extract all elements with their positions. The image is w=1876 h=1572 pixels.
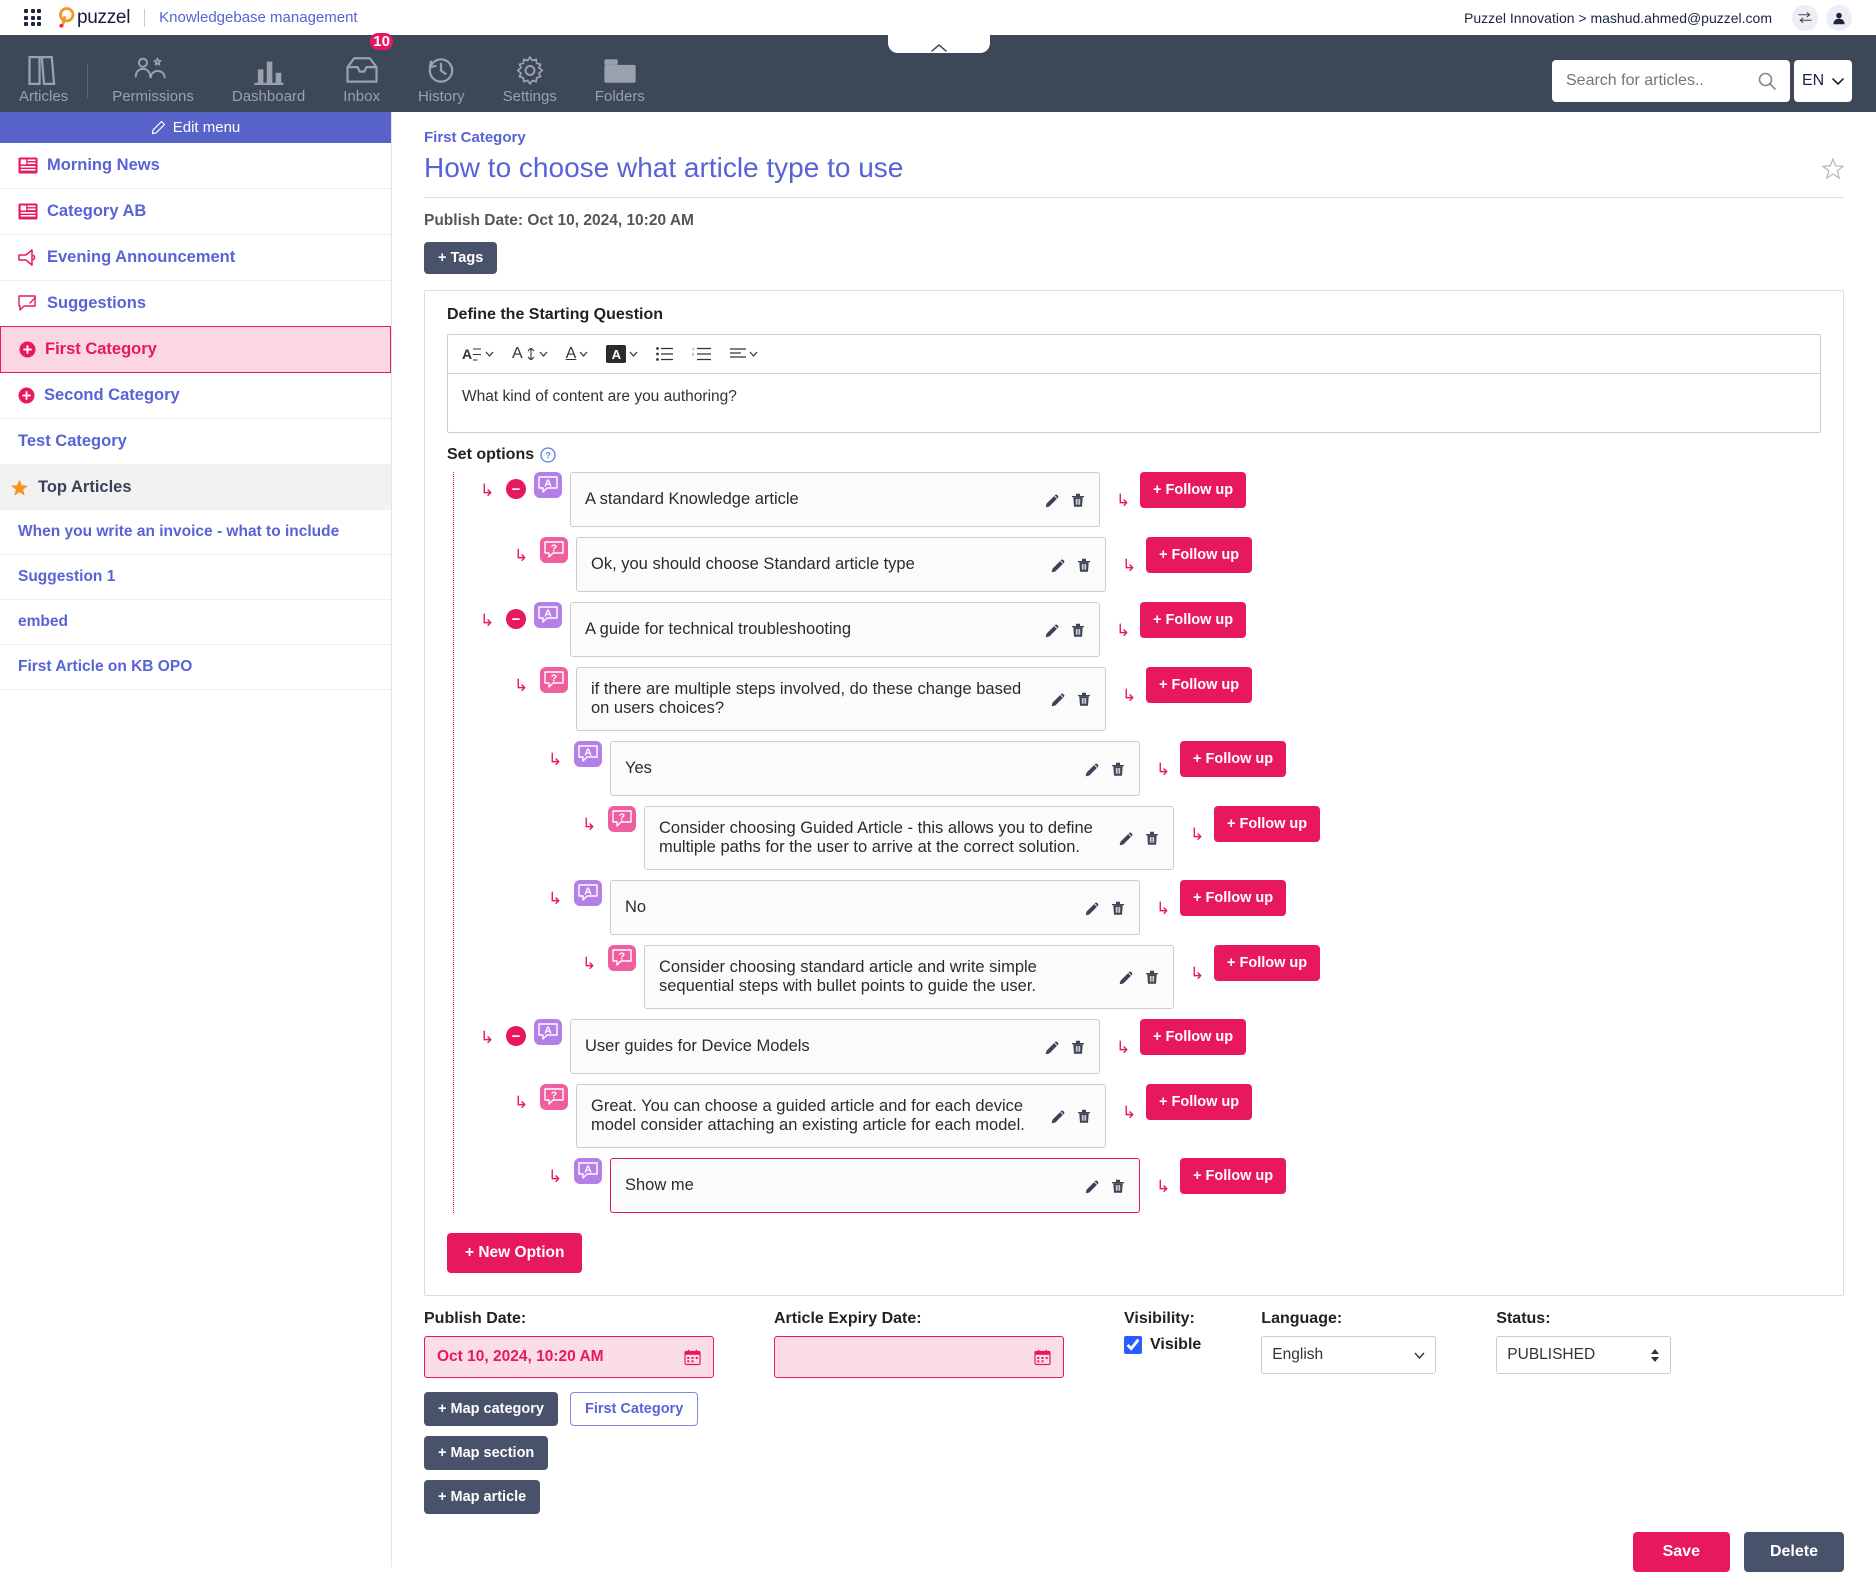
svg-text:A: A xyxy=(462,347,472,362)
svg-text:1: 1 xyxy=(692,347,695,351)
svg-text:?: ? xyxy=(551,673,557,685)
svg-text:2: 2 xyxy=(692,352,695,357)
svg-text:?: ? xyxy=(619,812,625,824)
svg-text:A: A xyxy=(584,747,592,759)
svg-text:A: A xyxy=(544,608,552,620)
svg-text:A: A xyxy=(584,886,592,898)
svg-text:?: ? xyxy=(551,543,557,555)
svg-text:A: A xyxy=(584,1164,592,1176)
svg-text:A: A xyxy=(544,478,552,490)
svg-text:?: ? xyxy=(551,1090,557,1102)
svg-text:?: ? xyxy=(619,951,625,963)
svg-text:?: ? xyxy=(545,451,551,461)
svg-text:A: A xyxy=(544,1025,552,1037)
